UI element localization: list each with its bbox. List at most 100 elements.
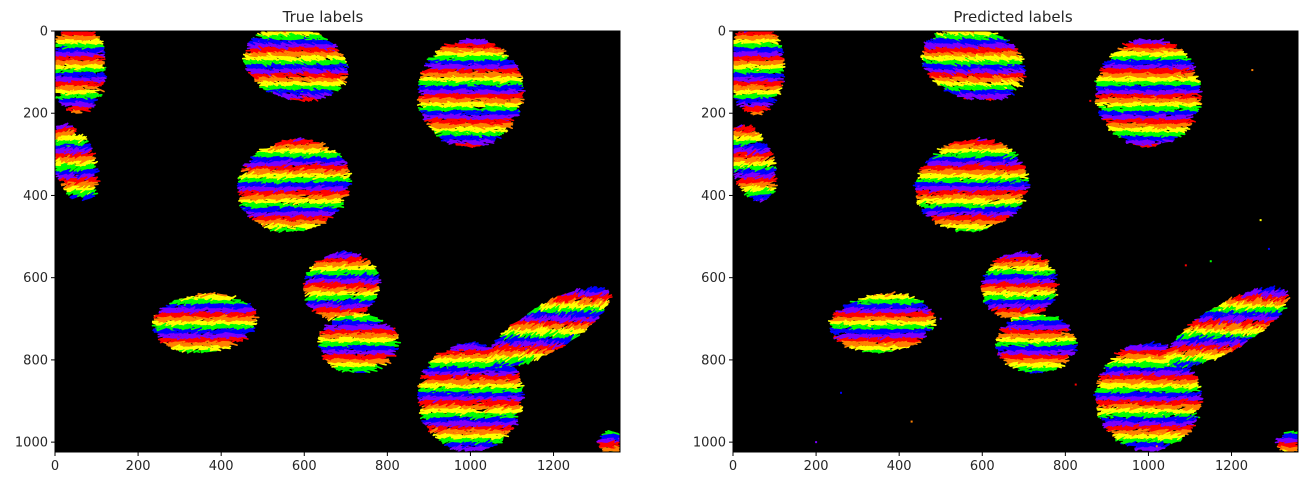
- cell-rod: [78, 27, 86, 28]
- cell-rod: [279, 90, 284, 91]
- cell-rod: [300, 94, 308, 95]
- cell-rod: [74, 25, 83, 29]
- cell-rod: [53, 72, 60, 73]
- cell-rod: [337, 54, 343, 55]
- cell-rod: [280, 28, 285, 30]
- cell-rod: [282, 39, 291, 40]
- cell-rod: [74, 39, 81, 40]
- cell-rod: [246, 50, 255, 51]
- cell-rod: [280, 55, 285, 56]
- cell-rod: [74, 27, 81, 30]
- cell-rod: [60, 139, 70, 140]
- cell-rod: [64, 25, 73, 29]
- cell-rod: [289, 75, 298, 76]
- cell-rod: [276, 74, 282, 75]
- cell-rod: [266, 45, 272, 46]
- cell-rod: [66, 126, 72, 127]
- cell-rod: [67, 25, 72, 27]
- cell-rod: [332, 49, 337, 50]
- cell-rod: [74, 29, 83, 31]
- cell-rod: [283, 28, 288, 30]
- cell-rod: [49, 147, 55, 149]
- cell-rod: [259, 58, 266, 59]
- cell-rod: [316, 82, 326, 83]
- cell-rod: [282, 57, 291, 58]
- cell-rod: [51, 165, 60, 166]
- cell-rod: [71, 28, 79, 30]
- cell-rod: [339, 71, 345, 72]
- cell-rod: [73, 25, 78, 26]
- cell-rod: [339, 58, 345, 59]
- cell-rod: [75, 24, 84, 27]
- cell-rod: [76, 24, 83, 26]
- cell-rod: [77, 25, 84, 26]
- cell-rod: [49, 146, 55, 150]
- cell-rod: [71, 27, 77, 28]
- cell-rod: [272, 29, 281, 30]
- cell-rod: [274, 30, 280, 31]
- cell-rod: [83, 25, 88, 27]
- cell-rod: [86, 95, 92, 96]
- cell-rod: [67, 28, 75, 31]
- cell-rod: [308, 66, 313, 67]
- cell-rod: [506, 124, 513, 125]
- cell-rod: [501, 126, 510, 127]
- cell-rod: [296, 90, 304, 91]
- cell-rod: [78, 25, 86, 26]
- cell-rod: [307, 59, 313, 60]
- cell-rod: [80, 23, 88, 26]
- cell-rod: [507, 123, 513, 124]
- cell-rod: [72, 25, 79, 26]
- cell-rod: [71, 29, 80, 31]
- cell-rod: [87, 75, 94, 76]
- cell-rod: [474, 145, 481, 146]
- cell-rod: [67, 27, 73, 28]
- cell-rod: [272, 55, 278, 56]
- cell-rod: [72, 162, 81, 163]
- cell-rod: [81, 159, 88, 160]
- cell-rod: [87, 44, 94, 45]
- cell-rod: [92, 184, 98, 185]
- cell-rod: [79, 26, 88, 27]
- cell-rod: [56, 52, 62, 53]
- cell-rod: [275, 28, 281, 29]
- cell-rod: [92, 42, 101, 43]
- cell-rod: [69, 101, 75, 102]
- cell-rod: [327, 65, 337, 66]
- cell-rod: [89, 82, 97, 83]
- plot-background: [55, 31, 620, 452]
- cell-rod: [85, 28, 90, 29]
- cell-rod: [88, 85, 93, 86]
- cell-rod: [48, 144, 55, 146]
- cell-rod: [74, 194, 81, 195]
- cell-rod: [286, 65, 293, 66]
- cell-rod: [324, 51, 333, 52]
- cell-rod: [81, 28, 90, 29]
- cell-rod: [62, 177, 70, 178]
- cell-rod: [96, 45, 102, 46]
- cell-rod: [85, 66, 92, 67]
- cell-rod: [81, 24, 87, 25]
- cell-rod: [248, 61, 256, 62]
- cell-rod: [250, 56, 257, 57]
- cell-rod: [98, 63, 104, 64]
- cell-rod: [74, 25, 80, 27]
- cell-rod: [81, 24, 86, 26]
- cell-rod: [303, 69, 313, 70]
- cell-rod: [77, 24, 82, 26]
- cell-rod: [72, 23, 79, 24]
- cell-rod: [340, 74, 348, 75]
- cell-rod: [72, 26, 77, 27]
- cell-rod: [77, 22, 86, 25]
- cell-rod: [296, 36, 304, 37]
- cell-rod: [267, 61, 275, 62]
- cell-rod: [82, 26, 91, 30]
- cell-rod: [279, 26, 286, 29]
- cell-rod: [491, 135, 496, 136]
- chart-title: True labels: [282, 8, 364, 26]
- cell-rod: [315, 83, 320, 84]
- cell-rod: [295, 29, 304, 31]
- cell-rod: [332, 73, 339, 74]
